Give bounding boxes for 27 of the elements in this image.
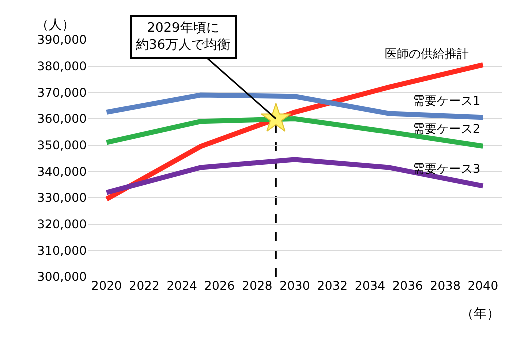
y-tick-label: 370,000 bbox=[37, 86, 87, 100]
annotation: 2029年頃に約36万人で均衡 bbox=[136, 21, 231, 53]
y-tick-label: 320,000 bbox=[37, 218, 87, 232]
series-label: 需要ケース1 bbox=[413, 94, 481, 108]
y-tick-label: 310,000 bbox=[37, 244, 87, 258]
x-tick-label: 2032 bbox=[317, 279, 348, 293]
series-label: 医師の供給推計 bbox=[385, 47, 469, 61]
series-label: 需要ケース2 bbox=[413, 122, 481, 136]
y-tick-label: 340,000 bbox=[37, 164, 87, 179]
y-tick-label: 330,000 bbox=[37, 191, 87, 206]
x-tick-label: 2038 bbox=[430, 279, 461, 293]
y-tick-label: 380,000 bbox=[37, 60, 87, 74]
x-tick-label: 2034 bbox=[354, 279, 386, 293]
y-axis-title: （人） bbox=[36, 18, 75, 33]
y-tick-label: 350,000 bbox=[37, 138, 87, 153]
x-tick-label: 2040 bbox=[468, 279, 498, 293]
x-tick-label: 2036 bbox=[392, 279, 424, 293]
y-tick-label: 360,000 bbox=[37, 112, 87, 126]
x-axis-title: （年） bbox=[461, 307, 500, 322]
x-tick-label: 2028 bbox=[242, 279, 273, 293]
x-tick-label: 2026 bbox=[204, 279, 236, 293]
y-tick-label: 390,000 bbox=[37, 33, 87, 48]
x-tick-label: 2024 bbox=[166, 279, 198, 293]
y-tick-label: 300,000 bbox=[37, 270, 87, 284]
x-tick-label: 2030 bbox=[280, 279, 310, 293]
x-tick-label: 2022 bbox=[129, 279, 160, 293]
x-tick-label: 2020 bbox=[92, 279, 122, 293]
